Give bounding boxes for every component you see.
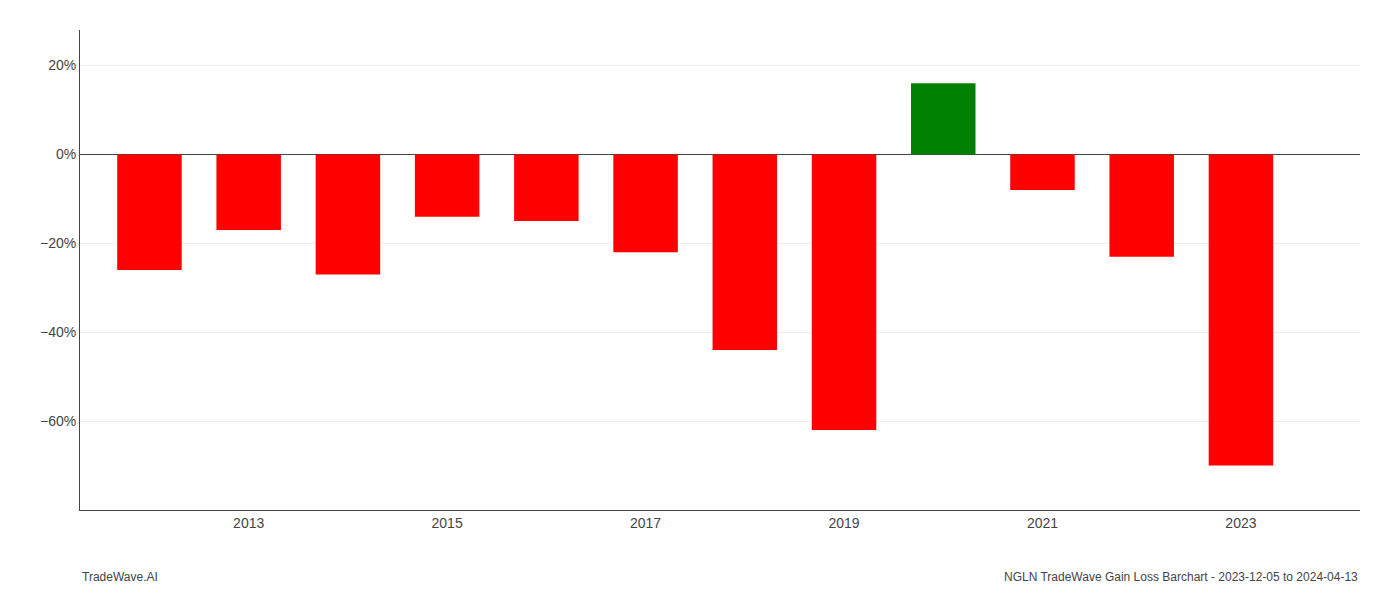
svg-text:2015: 2015 <box>432 515 463 531</box>
svg-text:2019: 2019 <box>828 515 859 531</box>
svg-text:2013: 2013 <box>233 515 264 531</box>
svg-text:TradeWave.AI: TradeWave.AI <box>82 570 158 584</box>
svg-text:−20%: −20% <box>40 235 76 251</box>
svg-text:2017: 2017 <box>630 515 661 531</box>
svg-text:2021: 2021 <box>1027 515 1058 531</box>
svg-text:−40%: −40% <box>40 324 76 340</box>
svg-text:−60%: −60% <box>40 413 76 429</box>
svg-text:20%: 20% <box>48 57 76 73</box>
svg-text:2023: 2023 <box>1225 515 1256 531</box>
svg-text:NGLN TradeWave Gain Loss Barch: NGLN TradeWave Gain Loss Barchart - 2023… <box>1004 570 1358 584</box>
svg-text:0%: 0% <box>56 146 76 162</box>
